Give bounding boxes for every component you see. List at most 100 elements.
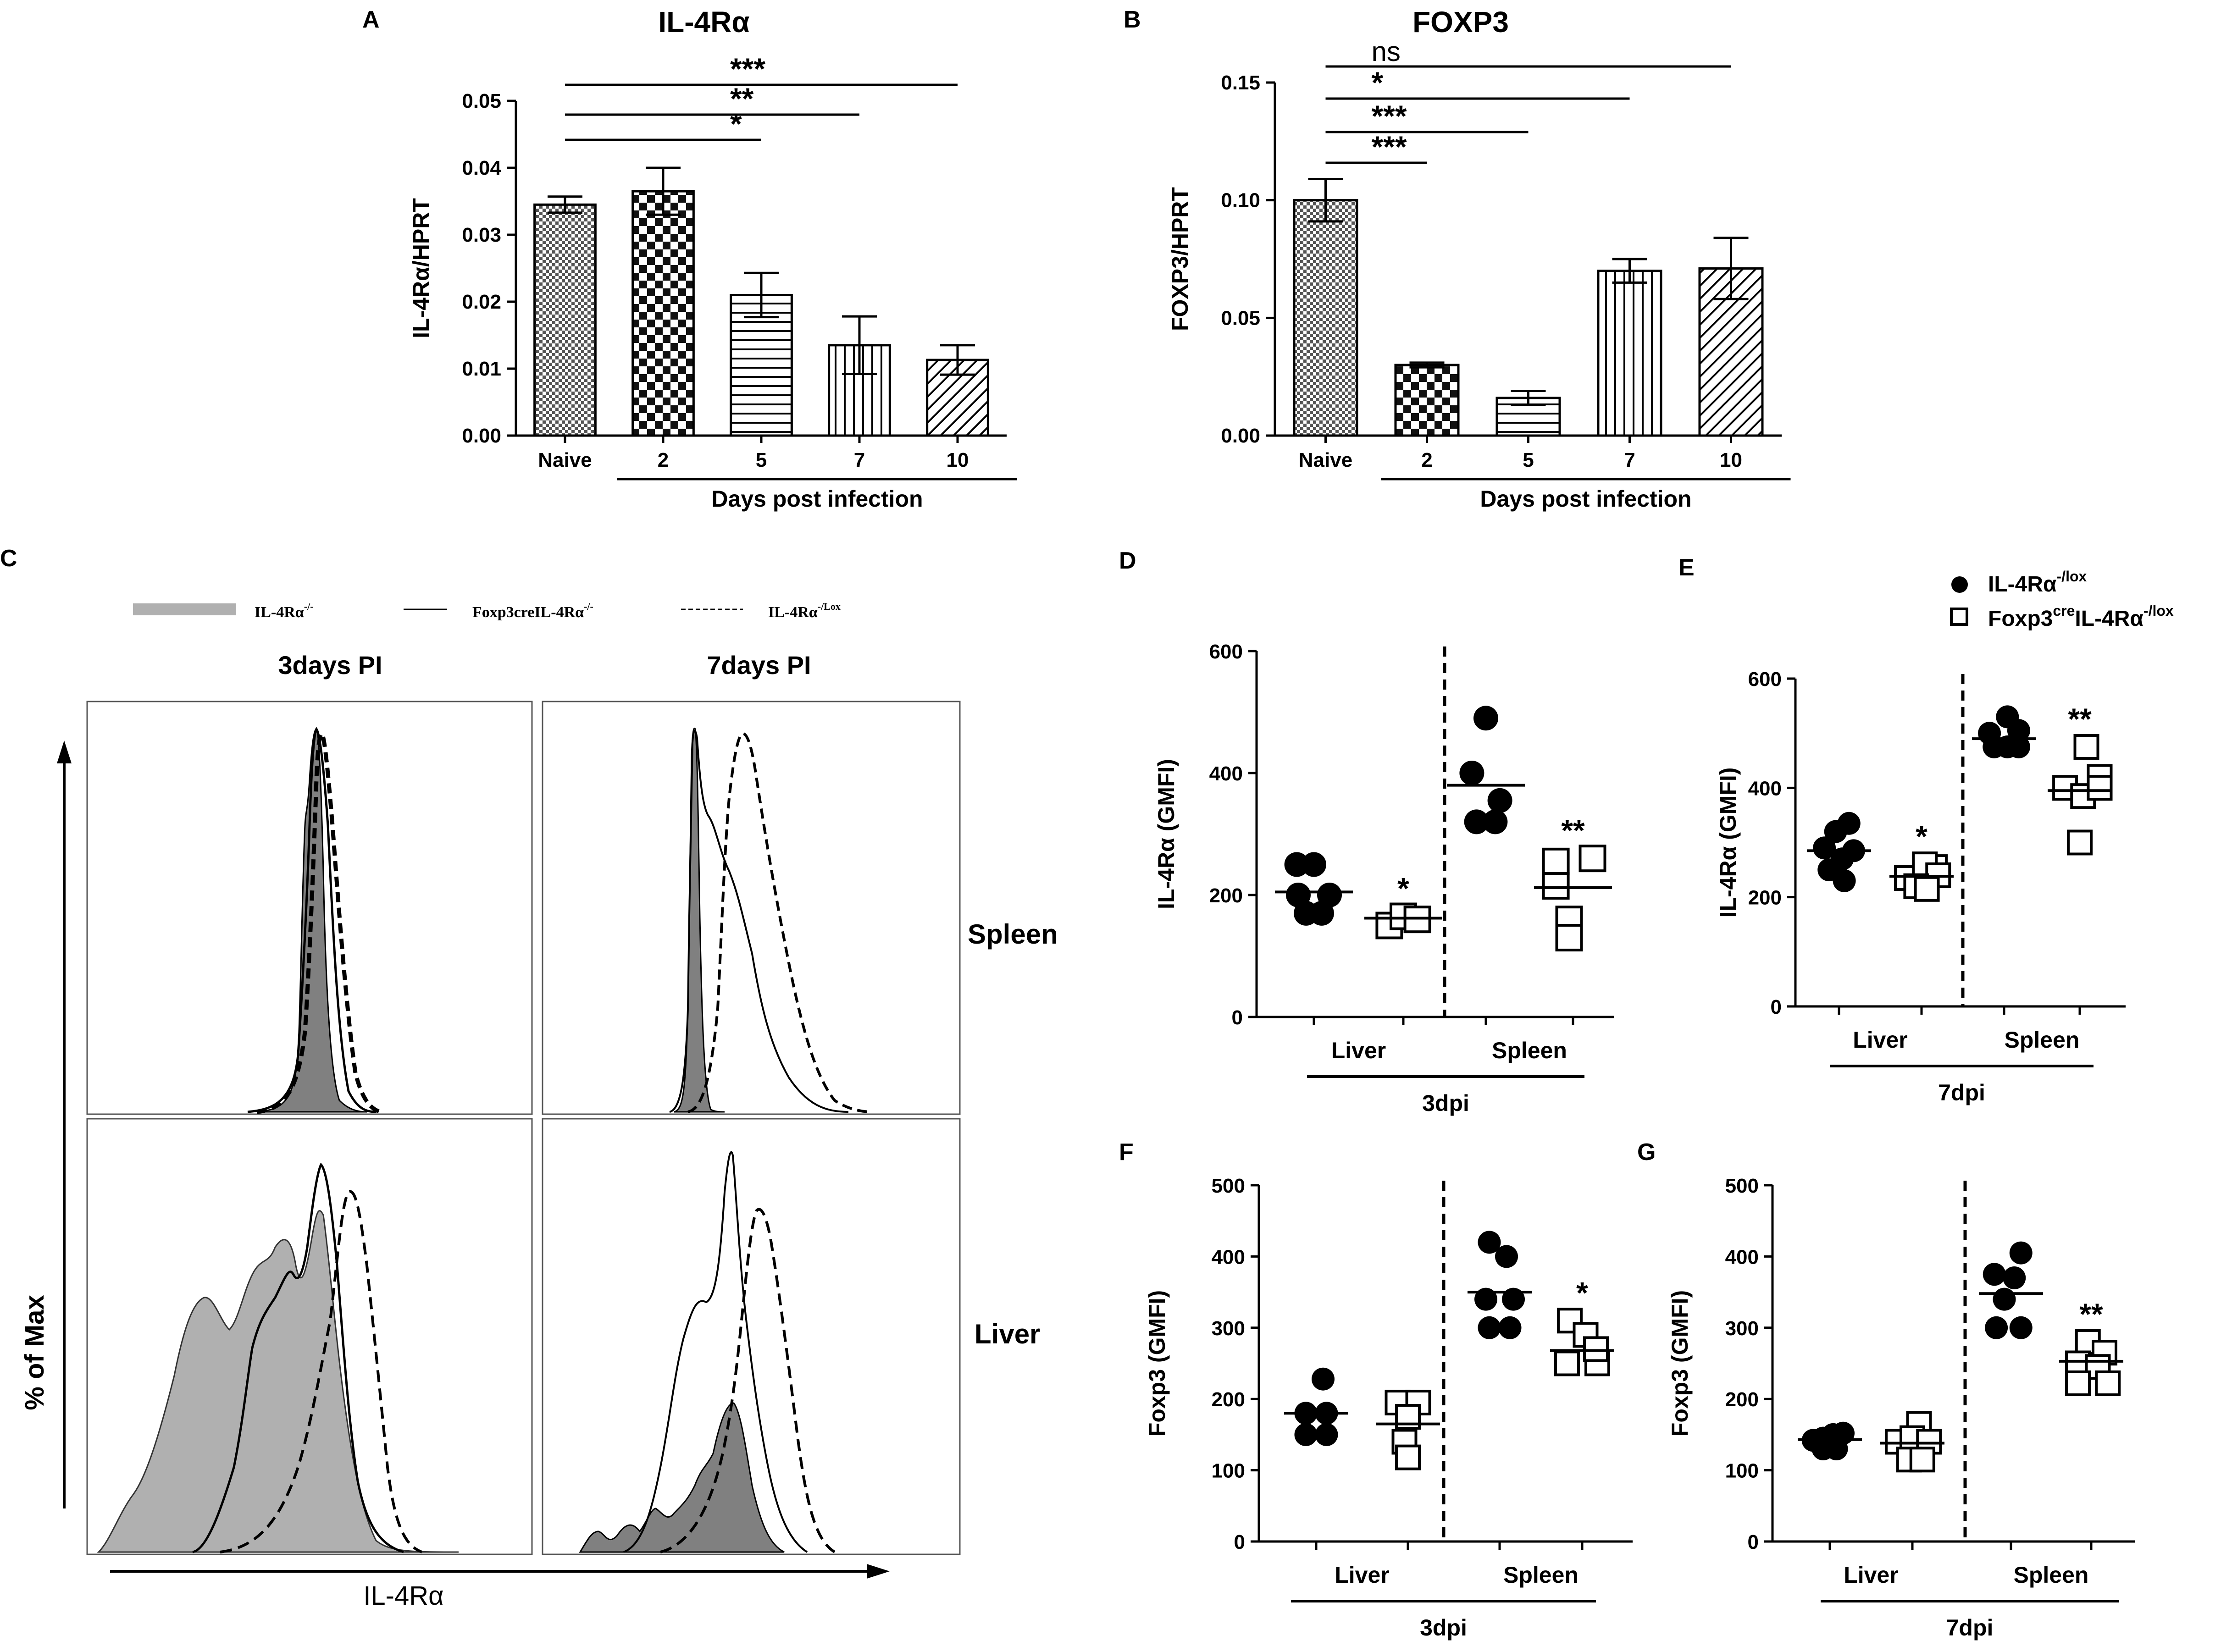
x-tick-label: 5: [1523, 449, 1534, 471]
data-point: [2065, 1370, 2091, 1397]
y-axis-label: Foxp3 (GMFI): [1144, 1290, 1170, 1437]
timepoint-label: 7dpi: [1938, 1080, 1985, 1105]
y-tick-label: 500: [1212, 1175, 1245, 1197]
legend-c-sup-2: -/Lox: [818, 601, 841, 612]
group-label-spleen: Spleen: [2014, 1562, 2089, 1588]
hist-curve-foxp3cre-solid: [247, 727, 377, 1113]
legend-c-sup-1: -/-: [584, 601, 593, 612]
data-point: [1478, 1231, 1501, 1254]
svg-text:IL-4Rα-/Lox: IL-4Rα-/Lox: [768, 601, 841, 621]
group-label-spleen: Spleen: [1503, 1562, 1579, 1588]
legend-e-label-0: IL-4Rα: [1988, 572, 2057, 597]
data-point: [1542, 847, 1570, 875]
panel-letter-b: B: [1124, 6, 1141, 33]
group-label-spleen: Spleen: [2005, 1027, 2080, 1053]
chart-f-foxp3-3dpi: 0 100 200 300 400 500 Liver Spleen 3dpi Foxp3 (GM…: [1144, 1175, 1633, 1641]
legend-swatch-gray: [133, 603, 236, 615]
data-point: [1309, 901, 1334, 926]
hist-curve-flox-dashed: [660, 1208, 836, 1553]
significance-label: ***: [1372, 130, 1407, 164]
x-tick-label: 10: [947, 449, 969, 471]
x-tick-label: 5: [756, 449, 767, 471]
svg-text:Foxp3creIL-4Rα-/-: Foxp3creIL-4Rα-/-: [472, 601, 593, 621]
y-tick-label: 0: [1232, 1006, 1243, 1029]
hist-liver-7d: [542, 1118, 961, 1555]
hist-curve-flox-dashed: [256, 731, 382, 1114]
hist-curve-foxp3cre-solid: [669, 730, 849, 1113]
chart-b-foxp3-bar: 0.00 0.05 0.10 0.15 Naive 2 5 7 10 Days post infe…: [1167, 6, 1791, 512]
data-point: [2073, 734, 2099, 760]
group-label-liver: Liver: [1331, 1038, 1386, 1063]
x-axis-label: Days post infection: [1480, 486, 1691, 512]
y-tick-label: 200: [1725, 1388, 1759, 1411]
data-point: [1498, 1316, 1522, 1339]
y-tick-label: 0: [1748, 1531, 1759, 1553]
data-point: [1993, 1287, 2016, 1311]
panel-letter-e: E: [1678, 554, 1695, 581]
data-point: [1284, 852, 1309, 877]
svg-text:IL-4Rα-/lox: IL-4Rα-/lox: [1988, 568, 2087, 597]
data-point: [1312, 1367, 1335, 1391]
hist-spleen-7d: [542, 701, 961, 1115]
data-point: [1474, 1287, 1497, 1311]
hist-liver-3d: [86, 1118, 533, 1555]
hist-row-label-spleen: Spleen: [968, 919, 1058, 950]
bar: [1394, 364, 1460, 437]
y-tick-label: 0.03: [462, 224, 501, 246]
y-tick-label: 400: [1212, 1246, 1245, 1268]
svg-text:Foxp3creIL-4Rα-/lox: Foxp3creIL-4Rα-/lox: [1988, 602, 2174, 631]
data-point: [1833, 869, 1856, 892]
bar: [631, 190, 695, 437]
bar: [1597, 270, 1662, 437]
data-point: [1459, 761, 1484, 785]
data-point: [2007, 719, 2030, 742]
y-tick-label: 0.00: [1221, 425, 1260, 447]
hist-frame: [86, 701, 533, 1115]
data-point: [2087, 775, 2113, 801]
chart-title: FOXP3: [1412, 6, 1509, 39]
x-tick-label: 7: [1624, 449, 1635, 471]
data-point: [1813, 836, 1836, 860]
significance-label: *: [1916, 819, 1927, 853]
data-point: [1824, 820, 1847, 843]
data-point: [1555, 924, 1583, 952]
significance-label: **: [1561, 813, 1585, 847]
data-point: [1557, 1308, 1583, 1334]
significance-label: *: [1576, 1276, 1588, 1309]
hist-frame: [542, 1118, 961, 1555]
legend-square-marker: [1950, 608, 1968, 626]
legend-c-label-0: IL-4Rα: [255, 604, 304, 621]
y-tick-label: 0.05: [1221, 307, 1260, 329]
timepoint-label: 3dpi: [1422, 1090, 1469, 1116]
y-tick-label: 200: [1748, 887, 1782, 909]
data-point: [1542, 872, 1570, 900]
y-tick-label: 400: [1725, 1246, 1759, 1268]
y-tick-label: 400: [1748, 777, 1782, 800]
data-point: [2067, 829, 2093, 856]
bar: [533, 203, 597, 437]
data-point: [2007, 735, 2030, 758]
y-tick-label: 200: [1212, 1388, 1245, 1411]
y-tick-label: 100: [1725, 1460, 1759, 1482]
data-point: [1464, 809, 1489, 834]
y-tick-label: 300: [1725, 1317, 1759, 1340]
timepoint-label: 3dpi: [1420, 1615, 1467, 1641]
chart-g-foxp3-7dpi: 0 100 200 300 400 500 Liver Spleen 7dpi Foxp3 (GM…: [1667, 1175, 2135, 1641]
y-tick-label: 0.05: [462, 90, 501, 112]
data-point: [2009, 1316, 2033, 1339]
data-point: [1294, 1423, 1318, 1446]
legend-e-label-1a: Foxp3: [1988, 607, 2053, 631]
y-tick-label: 500: [1725, 1175, 1759, 1197]
y-axis-label: IL-4Rα (GMFI): [1715, 768, 1741, 918]
legend-e-sup-1b: -/lox: [2143, 602, 2174, 619]
hist-curve-ko-filled: [579, 1402, 785, 1553]
group-label-liver: Liver: [1844, 1562, 1899, 1588]
group-label-liver: Liver: [1853, 1027, 1908, 1053]
hist-curve-foxp3cre-solid: [192, 1162, 404, 1553]
data-point: [1478, 1316, 1501, 1339]
hist-col-title-3d: 3days PI: [278, 651, 382, 680]
significance-label: ***: [730, 52, 765, 86]
y-tick-label: 0.00: [462, 425, 501, 447]
